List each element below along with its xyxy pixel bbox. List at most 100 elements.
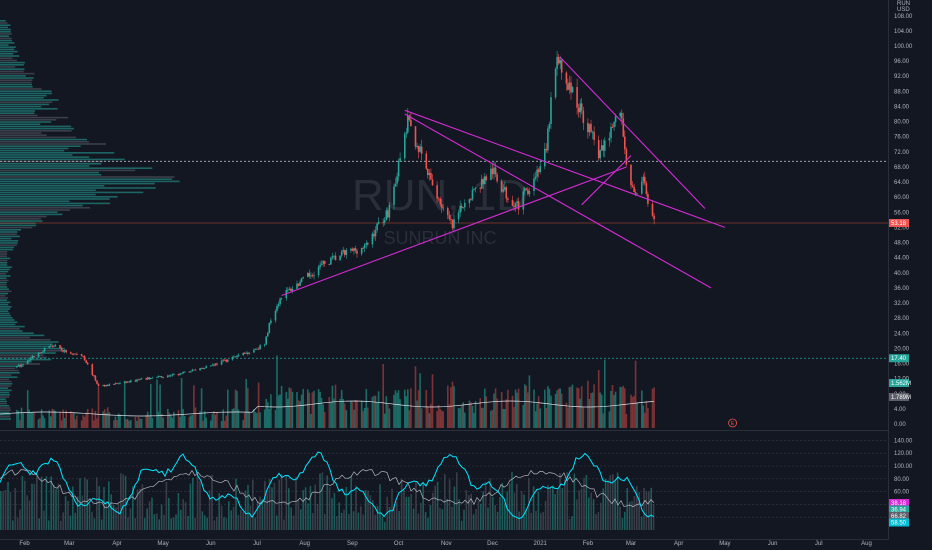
candle-body[interactable]	[33, 356, 35, 358]
candle-body[interactable]	[362, 247, 364, 249]
candle-body[interactable]	[600, 145, 603, 151]
candle-body[interactable]	[156, 377, 158, 378]
candle-body[interactable]	[63, 350, 66, 352]
candle-body[interactable]	[407, 115, 409, 133]
candle-body[interactable]	[513, 205, 515, 207]
candle-body[interactable]	[565, 72, 568, 84]
candle-body[interactable]	[448, 215, 451, 219]
candle-body[interactable]	[544, 148, 546, 167]
candle-body[interactable]	[496, 174, 498, 182]
candle-body[interactable]	[291, 288, 294, 291]
candle-body[interactable]	[74, 353, 77, 355]
candle-body[interactable]	[590, 123, 592, 132]
candle-body[interactable]	[76, 354, 78, 355]
candle-body[interactable]	[634, 192, 637, 194]
candle-body[interactable]	[300, 278, 303, 282]
candle-body[interactable]	[622, 118, 625, 137]
candle-body[interactable]	[139, 379, 141, 380]
candle-body[interactable]	[579, 103, 581, 113]
candle-body[interactable]	[213, 364, 215, 366]
candle-body[interactable]	[259, 345, 261, 350]
candle-body[interactable]	[85, 360, 87, 363]
candle-body[interactable]	[394, 183, 397, 187]
candle-body[interactable]	[399, 158, 401, 161]
candle-body[interactable]	[236, 355, 238, 358]
candle-body[interactable]	[367, 243, 369, 245]
candle-body[interactable]	[351, 248, 354, 251]
candle-body[interactable]	[644, 176, 646, 184]
candle-body[interactable]	[190, 371, 192, 373]
candle-body[interactable]	[414, 126, 417, 147]
candle-body[interactable]	[568, 82, 571, 90]
candle-body[interactable]	[91, 364, 94, 376]
candle-body[interactable]	[188, 371, 191, 373]
candle-body[interactable]	[105, 385, 107, 387]
candle-body[interactable]	[322, 260, 324, 264]
candle-body[interactable]	[177, 374, 180, 376]
candle-body[interactable]	[576, 87, 578, 108]
candle-body[interactable]	[350, 248, 352, 251]
candle-body[interactable]	[199, 368, 201, 371]
candle-body[interactable]	[299, 281, 301, 286]
candle-body[interactable]	[231, 357, 234, 360]
candle-body[interactable]	[39, 352, 41, 354]
candle-body[interactable]	[383, 220, 386, 223]
candle-body[interactable]	[106, 385, 109, 386]
candle-body[interactable]	[524, 188, 526, 192]
candle-body[interactable]	[500, 181, 503, 192]
candle-body[interactable]	[126, 381, 129, 383]
candle-body[interactable]	[580, 103, 583, 111]
candle-body[interactable]	[254, 349, 257, 350]
candle-body[interactable]	[320, 263, 323, 265]
candle-body[interactable]	[71, 353, 74, 355]
candle-body[interactable]	[610, 126, 612, 139]
candle-body[interactable]	[313, 275, 315, 277]
candle-body[interactable]	[537, 169, 540, 173]
candle-body[interactable]	[570, 82, 572, 93]
candle-body[interactable]	[323, 260, 326, 264]
candle-body[interactable]	[571, 87, 574, 93]
candle-body[interactable]	[645, 183, 648, 194]
candle-body[interactable]	[159, 376, 161, 377]
candle-body[interactable]	[653, 215, 655, 220]
candle-body[interactable]	[222, 359, 224, 361]
candle-body[interactable]	[297, 283, 300, 286]
candle-body[interactable]	[353, 248, 355, 251]
candle-body[interactable]	[70, 352, 72, 354]
candle-body[interactable]	[140, 378, 143, 380]
candle-body[interactable]	[270, 320, 272, 324]
candle-body[interactable]	[525, 188, 528, 190]
candle-body[interactable]	[28, 360, 30, 362]
candle-body[interactable]	[257, 348, 260, 350]
candle-body[interactable]	[428, 173, 431, 175]
candle-body[interactable]	[237, 354, 240, 356]
candle-body[interactable]	[548, 124, 551, 129]
candle-body[interactable]	[453, 219, 455, 229]
candle-body[interactable]	[493, 167, 495, 175]
candle-body[interactable]	[162, 377, 164, 378]
candle-body[interactable]	[134, 380, 137, 382]
candle-body[interactable]	[534, 176, 537, 179]
candle-body[interactable]	[97, 383, 100, 386]
candle-body[interactable]	[602, 145, 605, 151]
candle-body[interactable]	[354, 248, 357, 251]
candle-body[interactable]	[345, 250, 348, 255]
candle-body[interactable]	[82, 356, 84, 357]
candle-body[interactable]	[545, 148, 548, 151]
candle-body[interactable]	[103, 385, 106, 387]
candle-body[interactable]	[302, 277, 304, 279]
candle-body[interactable]	[94, 376, 97, 381]
candle-body[interactable]	[123, 381, 126, 383]
candle-body[interactable]	[624, 136, 626, 150]
candle-body[interactable]	[339, 255, 341, 261]
candle-body[interactable]	[451, 219, 454, 229]
candle-body[interactable]	[416, 145, 418, 147]
candle-body[interactable]	[116, 383, 118, 384]
candle-body[interactable]	[511, 199, 514, 206]
candle-body[interactable]	[331, 256, 334, 258]
candle-body[interactable]	[191, 369, 194, 372]
candle-body[interactable]	[247, 352, 249, 354]
candle-body[interactable]	[65, 350, 67, 353]
candle-body[interactable]	[157, 376, 160, 377]
candle-body[interactable]	[371, 233, 374, 245]
